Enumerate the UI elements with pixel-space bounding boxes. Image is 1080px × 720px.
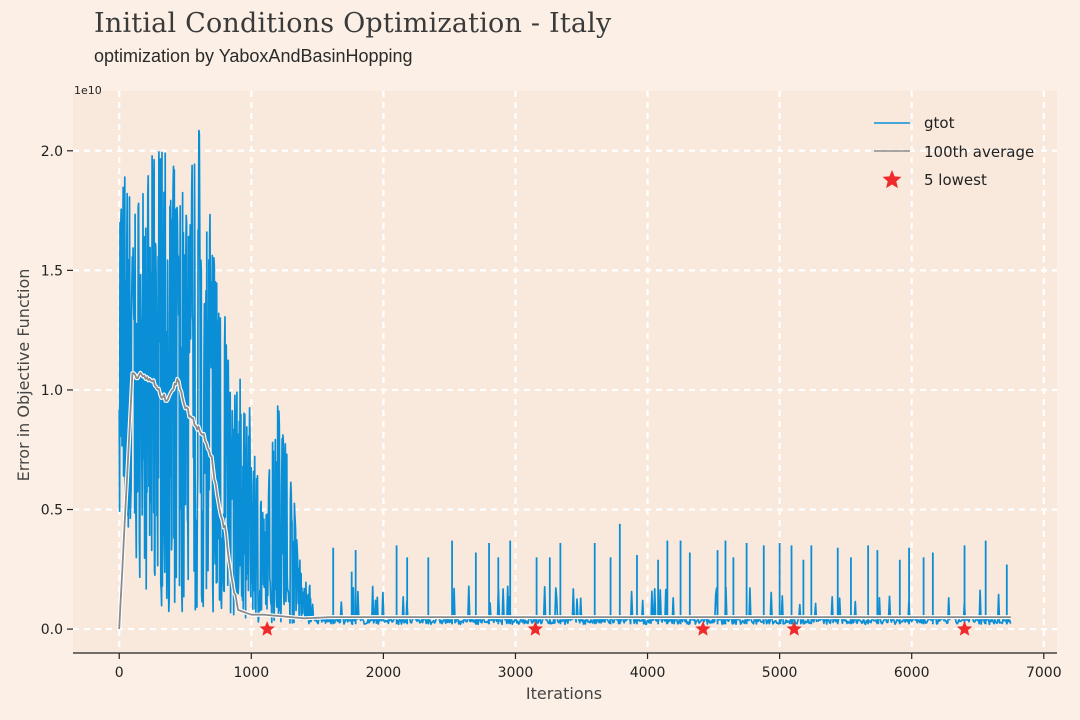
legend-swatch-lowest [882,170,902,189]
x-axis-label: Iterations [526,684,602,703]
chart-subtitle: optimization by YaboxAndBasinHopping [94,46,413,66]
y-tick-label-3: 1.5 [41,263,63,279]
chart-title: Initial Conditions Optimization - Italy [94,8,612,39]
x-tick-label-7: 7000 [1026,665,1062,681]
lowest-point-4 [956,621,973,636]
legend-label-gtot: gtot [924,114,955,132]
series-average [117,370,1012,630]
lowest-point-0 [259,621,275,636]
lowest-point-3 [786,621,802,636]
legend-label-average: 100th average [924,143,1034,161]
average-line [118,371,1011,630]
x-tick-label-0: 0 [115,665,124,681]
x-tick-label-5: 5000 [762,665,798,681]
series-lowest [259,621,973,636]
axes: 0 1000 2000 3000 4000 5000 6000 7000 0.0 0.5 1.0 1.… [41,144,1062,681]
y-tick-label-0: 0.0 [41,622,63,638]
x-tick-label-6: 6000 [894,665,930,681]
y-scale-label: 1e10 [74,84,102,97]
y-axis-label: Error in Objective Function [14,269,33,482]
lowest-point-1 [527,621,543,636]
legend-label-lowest: 5 lowest [924,171,987,189]
y-tick-label-4: 2.0 [41,144,63,160]
x-tick-label-3: 3000 [498,665,534,681]
lowest-point-2 [695,621,711,636]
y-tick-label-1: 0.5 [41,503,63,519]
y-tick-label-2: 1.0 [41,383,63,399]
x-tick-label-4: 4000 [630,665,666,681]
grid [73,91,1057,653]
x-tick-label-2: 2000 [366,665,402,681]
legend: gtot 100th average 5 lowest [874,114,1034,189]
x-tick-label-1: 1000 [233,665,269,681]
